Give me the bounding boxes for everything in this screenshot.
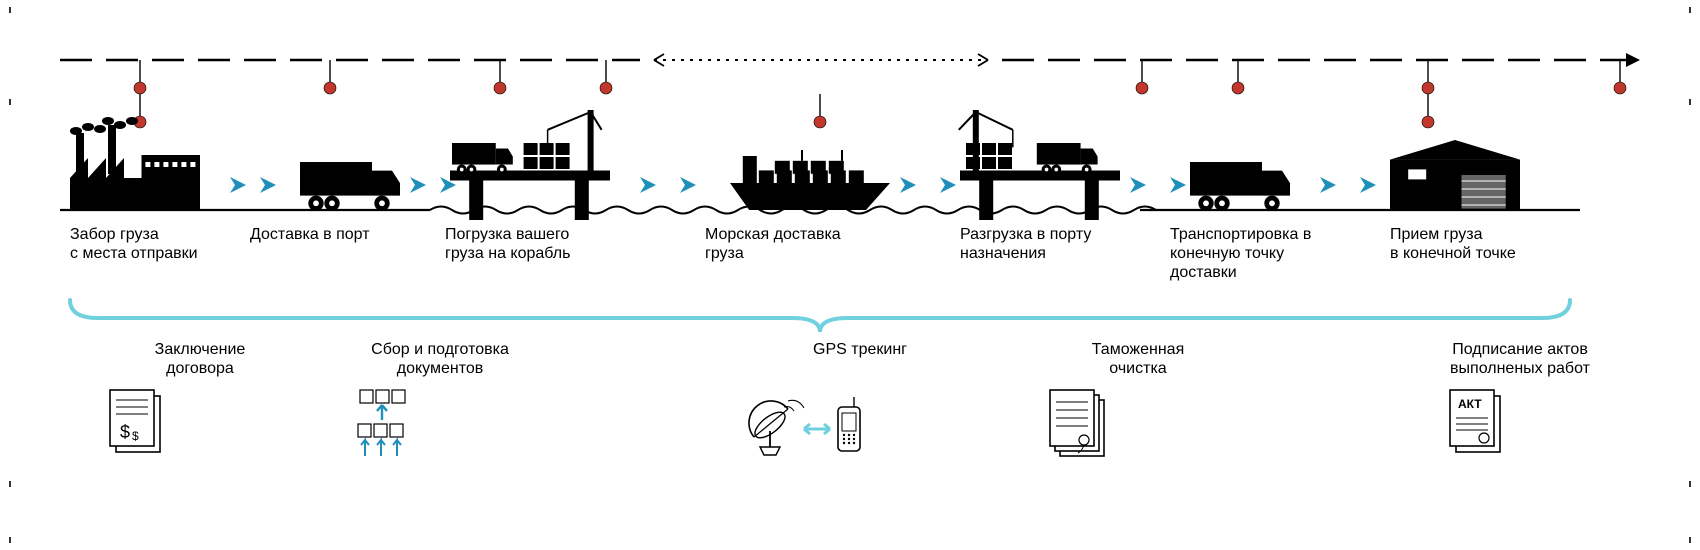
- stage-unloading-icon: [959, 110, 1120, 220]
- flow-arrow-icon: [940, 177, 956, 193]
- svg-text:$: $: [132, 429, 139, 443]
- flow-arrow-icon: [410, 177, 426, 193]
- flow-arrow-icon: [680, 177, 696, 193]
- timeline-tick-lower: [1422, 116, 1434, 128]
- stage-pickup-label: Забор грузас места отправки: [70, 225, 270, 263]
- sub-gps-icon: [749, 397, 860, 455]
- timeline-arrowhead: [1626, 53, 1640, 67]
- sub-customs-label: Таможеннаяочистка: [1038, 340, 1238, 378]
- stage-sea-label: Морская доставкагруза: [705, 225, 905, 263]
- flow-arrow-icon: [1360, 177, 1376, 193]
- stage-unloading-label: Разгрузка в портуназначения: [960, 225, 1160, 263]
- sub-gps-label: GPS трекинг: [760, 340, 960, 359]
- timeline-tick-lower: [814, 116, 826, 128]
- flow-arrow-icon: [260, 177, 276, 193]
- timeline-tick: [494, 82, 506, 94]
- flow-arrow-icon: [900, 177, 916, 193]
- timeline-tick: [1232, 82, 1244, 94]
- diagram-canvas: $$ АКТ Забор грузас места отправкиДоставк…: [0, 0, 1700, 550]
- stage-pickup-icon: [70, 117, 200, 210]
- stage-delivery-icon: [1190, 162, 1290, 211]
- timeline-tick: [1136, 82, 1148, 94]
- flow-arrow-icon: [640, 177, 656, 193]
- crop-mark: [9, 481, 11, 487]
- timeline-tick: [1614, 82, 1626, 94]
- crop-mark: [1689, 481, 1691, 487]
- svg-text:$: $: [120, 422, 130, 442]
- stage-to-port-icon: [300, 162, 400, 211]
- timeline-tick: [1422, 82, 1434, 94]
- timeline-tick: [324, 82, 336, 94]
- sub-docs-icon: [358, 390, 405, 456]
- svg-text:АКТ: АКТ: [1458, 397, 1482, 411]
- stage-loading-label: Погрузка вашегогруза на корабль: [445, 225, 645, 263]
- timeline-tick: [134, 82, 146, 94]
- sub-contract-label: Заключениедоговора: [100, 340, 300, 378]
- crop-mark: [9, 99, 11, 105]
- stage-receive-label: Прием грузав конечной точке: [1390, 225, 1590, 263]
- crop-mark: [1689, 7, 1691, 13]
- crop-mark: [9, 7, 11, 13]
- brace: [70, 300, 1570, 332]
- sub-act-label: Подписание актоввыполненых работ: [1420, 340, 1620, 378]
- timeline-tick: [600, 82, 612, 94]
- crop-mark: [1689, 99, 1691, 105]
- flow-arrow-icon: [1320, 177, 1336, 193]
- sub-contract-icon: $$: [110, 390, 160, 452]
- flow-arrow-icon: [1130, 177, 1146, 193]
- sub-docs-label: Сбор и подготовкадокументов: [340, 340, 540, 378]
- flow-arrow-icon: [230, 177, 246, 193]
- stage-to-port-label: Доставка в порт: [250, 225, 450, 244]
- stage-receive-icon: [1390, 140, 1520, 213]
- stage-delivery-label: Транспортировка вконечную точкудоставки: [1170, 225, 1370, 282]
- diagram-svg: $$ АКТ: [0, 0, 1700, 550]
- stage-sea-icon: [730, 150, 890, 210]
- flow-arrow-icon: [1170, 177, 1186, 193]
- crop-mark: [1689, 537, 1691, 543]
- stage-loading-icon: [450, 110, 610, 220]
- sub-customs-icon: [1050, 390, 1104, 456]
- sub-act-icon: АКТ: [1450, 390, 1500, 452]
- crop-mark: [9, 537, 11, 543]
